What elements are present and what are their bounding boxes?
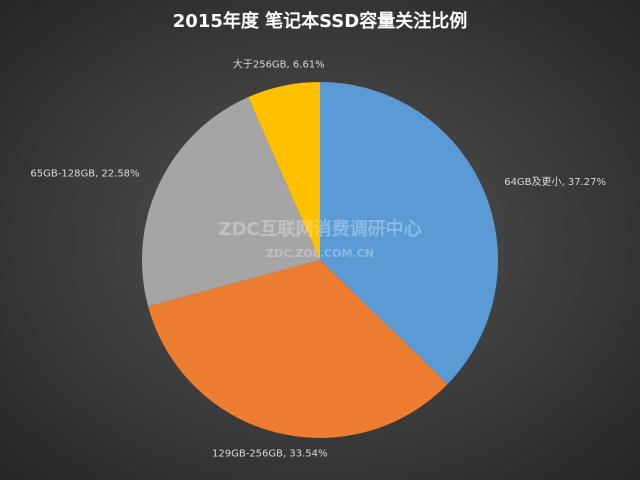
chart-title: 2015年度 笔记本SSD容量关注比例 (173, 10, 467, 32)
data-label: 129GB-256GB, 33.54% (212, 449, 328, 460)
pie-slice (320, 82, 498, 385)
watermark: ZDC互联网消费调研中心 (218, 218, 421, 240)
watermark: ZDC.ZOL.COM.CN (266, 247, 374, 260)
pie-slice (148, 260, 448, 439)
data-label: 64GB及更小, 37.27% (504, 176, 606, 188)
data-label: 大于256GB, 6.61% (233, 57, 325, 70)
pie-slice (142, 97, 320, 307)
data-label: 65GB-128GB, 22.58% (30, 169, 139, 180)
pie-slice (248, 82, 320, 260)
